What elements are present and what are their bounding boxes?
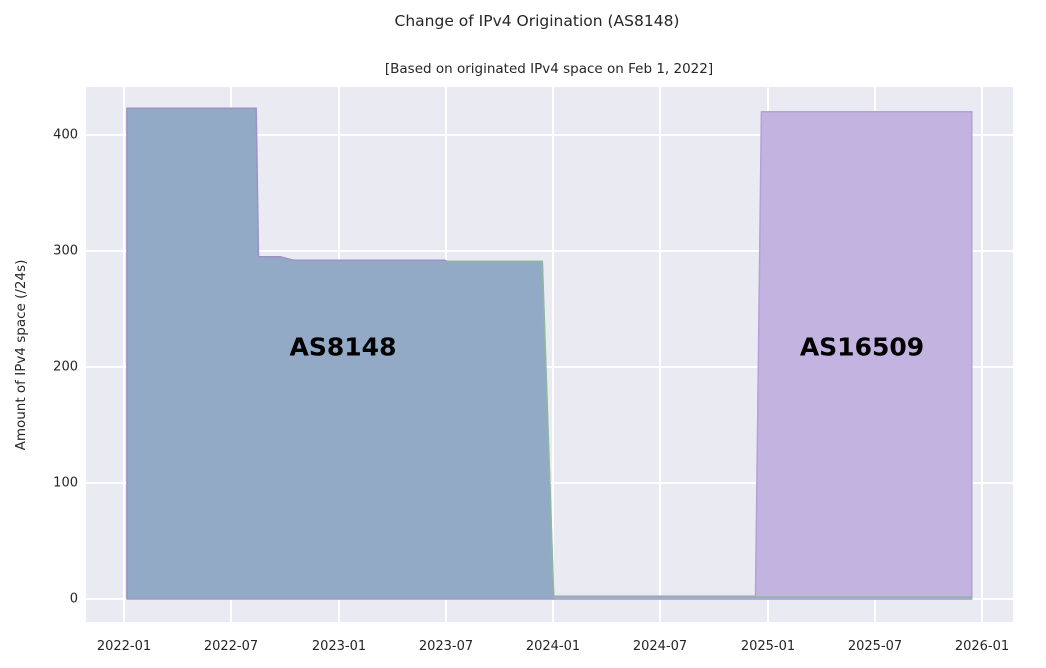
y-tick: 200 — [53, 359, 78, 375]
ipv4-origination-chart — [126, 107, 973, 600]
x-tick: 2022-07 — [203, 639, 259, 654]
x-gridline — [981, 87, 983, 622]
x-gridline — [123, 87, 125, 622]
x-tick: 2022-01 — [96, 639, 152, 654]
y-tick: 0 — [69, 591, 78, 607]
unlabeled-green-series — [446, 260, 972, 599]
x-gridline — [659, 87, 661, 622]
y-axis-label: Amount of IPv4 space (/24s) — [13, 259, 29, 451]
area-label-as8148: AS8148 — [289, 332, 397, 362]
area-label-as16509: AS16509 — [799, 332, 925, 362]
x-tick: 2025-01 — [740, 639, 796, 654]
x-tick: 2024-01 — [525, 639, 581, 654]
chart-subtitle: [Based on originated IPv4 space on Feb 1… — [384, 61, 714, 77]
y-tick: 100 — [53, 475, 78, 491]
y-gridline — [86, 134, 1013, 136]
x-tick: 2026-01 — [954, 639, 1010, 654]
y-gridline — [86, 250, 1013, 252]
x-tick: 2025-07 — [847, 639, 903, 654]
y-tick: 300 — [53, 243, 78, 259]
y-tick: 400 — [53, 127, 78, 143]
y-gridline — [86, 366, 1013, 368]
x-tick: 2023-01 — [311, 639, 367, 654]
x-tick: 2023-07 — [418, 639, 474, 654]
x-tick: 2024-07 — [632, 639, 688, 654]
x-gridline — [552, 87, 554, 622]
chart-title: Change of IPv4 Origination (AS8148) — [394, 12, 680, 30]
